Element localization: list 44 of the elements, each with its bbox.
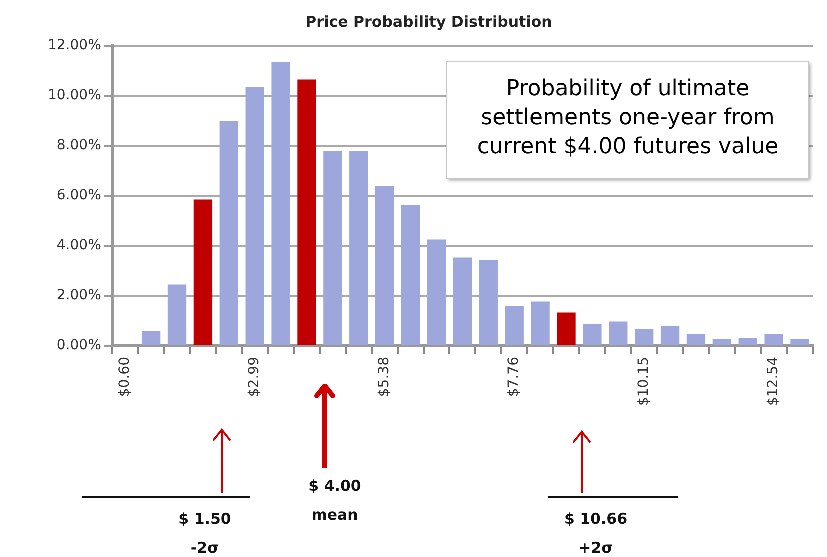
text: $ 10.66 +2σ: [564, 510, 628, 557]
x-tick-label: $5.38: [376, 357, 392, 398]
y-tick-label: 10.00%: [48, 88, 102, 104]
bar: [453, 258, 472, 346]
chart-title: Price Probability Distribution: [306, 12, 552, 31]
x-tick-label: $12.54: [766, 356, 782, 406]
bar: [634, 330, 654, 346]
bar: [324, 151, 342, 346]
bar: [168, 284, 187, 346]
x-tick-label: $7.76: [506, 356, 522, 398]
bar: [712, 339, 732, 346]
bar: [142, 331, 161, 346]
bar: [272, 62, 290, 346]
y-tick-label: 4.00%: [56, 238, 102, 254]
x-tick-label: $0.60: [116, 357, 133, 398]
bar: [505, 306, 524, 346]
bar: [686, 334, 706, 346]
bar: [790, 339, 810, 346]
y-tick-label: 12.00%: [48, 38, 102, 54]
y-tick-label: 0.00%: [56, 338, 102, 354]
text: $ 1.50 -2σ: [178, 510, 232, 557]
y-tick-label: 2.00%: [56, 288, 102, 304]
bar: [194, 200, 213, 346]
bar: [427, 240, 446, 346]
bar: [298, 80, 316, 346]
bar: [220, 121, 238, 346]
y-tick-label: 8.00%: [56, 138, 102, 154]
x-tick-label: $10.15: [636, 357, 652, 406]
bar: [738, 338, 758, 346]
bar: [350, 151, 368, 346]
bar: [401, 206, 420, 346]
annotation: Probability of ultimate settlements one-year from current $4.00 futures value: [477, 76, 779, 160]
x-tick-label: $2.99: [246, 357, 263, 398]
bar: [246, 87, 264, 346]
bar: [583, 324, 602, 346]
bar: [764, 334, 784, 346]
bar: [609, 322, 628, 346]
bar: [660, 326, 680, 346]
bar: [376, 186, 394, 346]
text: $ 4.00 mean: [308, 476, 362, 524]
bar: [531, 302, 550, 346]
y-tick-label: 6.00%: [56, 188, 102, 204]
bar: [557, 312, 576, 346]
bar: [479, 260, 498, 346]
